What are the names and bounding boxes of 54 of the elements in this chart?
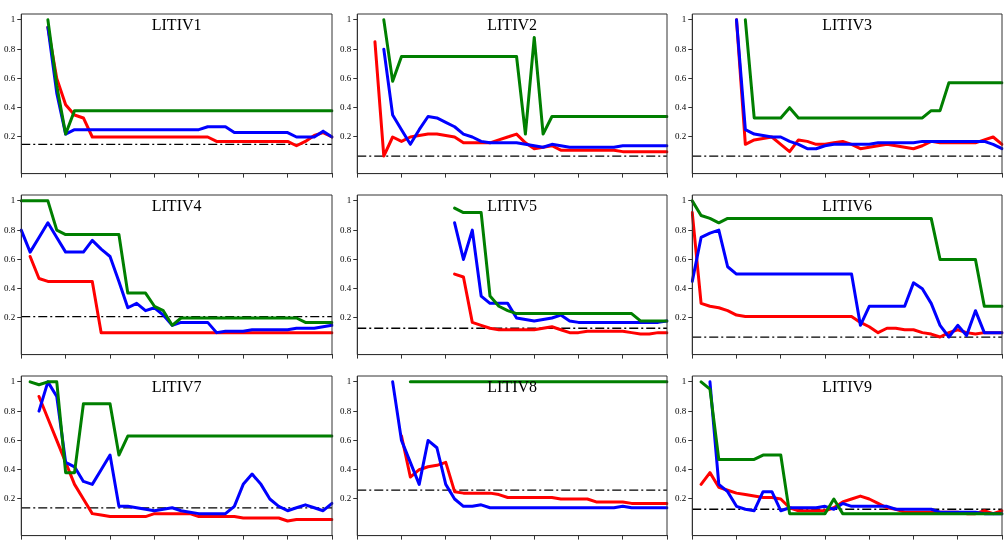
- y-tick-label: 0.2: [4, 493, 16, 504]
- y-tick-label: 1: [346, 195, 352, 206]
- y-tick-label: 0.6: [4, 72, 16, 83]
- chart-title: LITIV3: [822, 16, 873, 34]
- y-tick-label: 0.4: [340, 464, 352, 475]
- y-tick-label: 0.6: [340, 253, 352, 264]
- y-tick-label: 0.4: [4, 102, 16, 113]
- y-tick-label: 0.4: [675, 102, 687, 113]
- y-tick-label: 0.8: [675, 405, 687, 416]
- y-tick-label: 0.2: [4, 131, 16, 142]
- y-tick-label: 0.4: [4, 464, 16, 475]
- y-tick-label: 0.2: [340, 312, 352, 323]
- chart-title: LITIV2: [487, 16, 538, 34]
- chart-title: LITIV1: [151, 16, 202, 34]
- y-tick-label: 0.6: [340, 434, 352, 445]
- chart-title: LITIV4: [151, 197, 202, 215]
- y-tick-label: 0.6: [4, 434, 16, 445]
- chart-title: LITIV9: [822, 378, 873, 396]
- y-tick-label: 0.4: [340, 283, 352, 294]
- y-tick-label: 1: [681, 14, 687, 25]
- y-tick-label: 0.8: [340, 43, 352, 54]
- y-tick-label: 0.6: [675, 72, 687, 83]
- y-tick-label: 0.6: [340, 72, 352, 83]
- y-tick-label: 0.8: [4, 224, 16, 235]
- y-tick-label: 1: [681, 376, 687, 387]
- y-tick-label: 0.4: [340, 102, 352, 113]
- y-tick-label: 0.2: [675, 493, 687, 504]
- chart-title: LITIV8: [487, 378, 538, 396]
- y-tick-label: 0.4: [675, 464, 687, 475]
- y-tick-label: 0.2: [340, 493, 352, 504]
- y-tick-label: 1: [681, 195, 687, 206]
- y-tick-label: 0.4: [4, 283, 16, 294]
- y-tick-label: 0.4: [675, 283, 687, 294]
- chart-title: LITIV5: [487, 197, 538, 215]
- y-tick-label: 0.8: [340, 224, 352, 235]
- chart-title: LITIV6: [822, 197, 873, 215]
- y-tick-label: 0.2: [675, 131, 687, 142]
- y-tick-label: 0.8: [4, 43, 16, 54]
- y-tick-label: 1: [10, 14, 16, 25]
- y-tick-label: 0.2: [340, 131, 352, 142]
- y-tick-label: 0.8: [340, 405, 352, 416]
- y-tick-label: 1: [10, 376, 16, 387]
- y-tick-label: 0.6: [675, 253, 687, 264]
- y-tick-label: 0.8: [675, 224, 687, 235]
- y-tick-label: 0.2: [4, 312, 16, 323]
- y-tick-label: 1: [346, 14, 352, 25]
- y-tick-label: 1: [346, 376, 352, 387]
- y-tick-label: 0.6: [4, 253, 16, 264]
- y-tick-label: 0.6: [675, 434, 687, 445]
- y-tick-label: 0.2: [675, 312, 687, 323]
- y-tick-label: 0.8: [675, 43, 687, 54]
- y-tick-label: 1: [10, 195, 16, 206]
- chart-title: LITIV7: [151, 378, 202, 396]
- y-tick-label: 0.8: [4, 405, 16, 416]
